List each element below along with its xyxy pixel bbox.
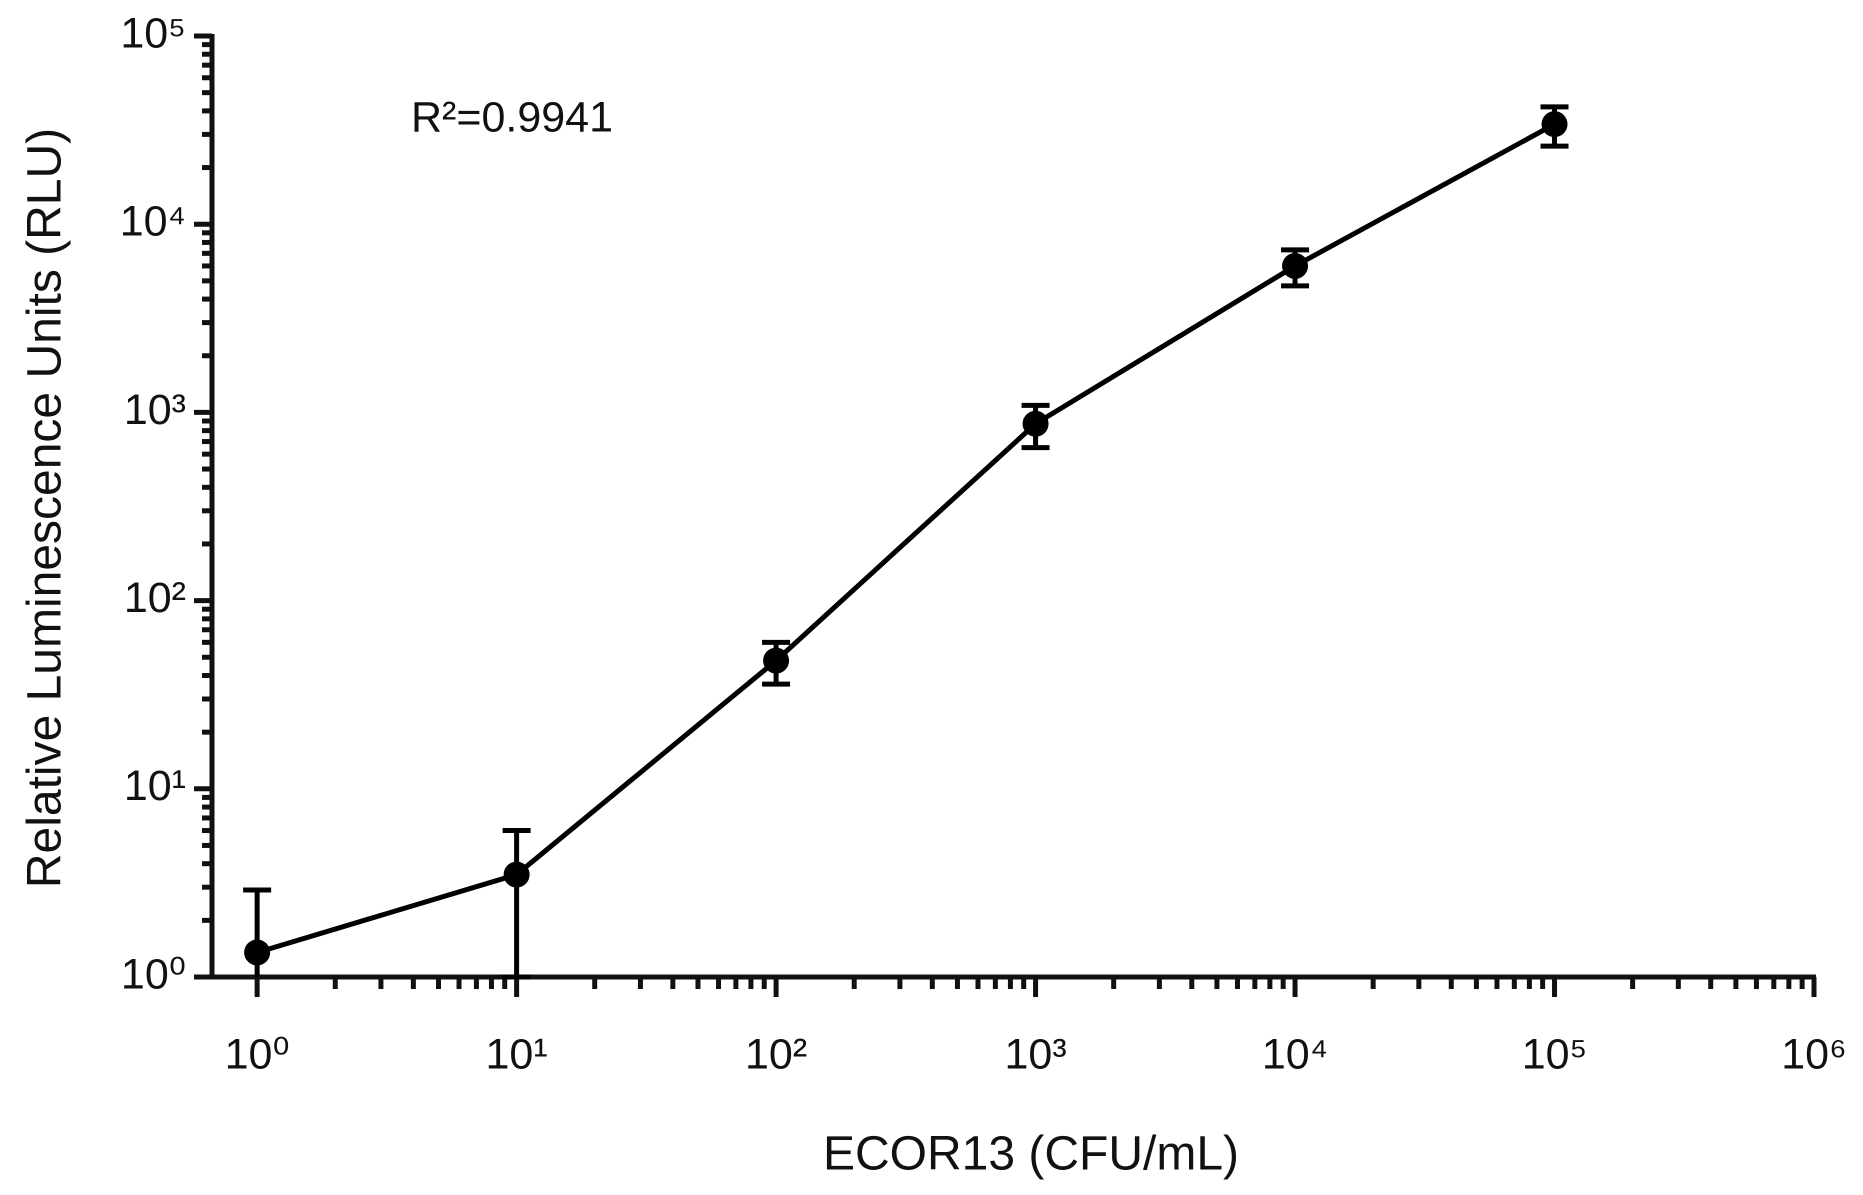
data-point	[1022, 410, 1049, 437]
y-tick-label: 10⁵	[120, 9, 186, 57]
y-tick-label: 10¹	[124, 762, 186, 810]
data-line	[256, 121, 1556, 955]
data-point	[1541, 111, 1568, 138]
x-tick-label: 10⁴	[1262, 1030, 1328, 1078]
data-point	[503, 861, 530, 888]
y-tick-label: 10⁰	[121, 950, 186, 998]
x-tick-label: 10¹	[486, 1030, 548, 1078]
x-tick-label: 10⁵	[1522, 1030, 1588, 1078]
y-axis-title: Relative Luminescence Units (RLU)	[19, 128, 72, 888]
error-bar	[502, 828, 531, 980]
y-tick-label: 10³	[124, 386, 186, 434]
data-point	[1282, 252, 1309, 279]
x-tick-label: 10⁶	[1781, 1030, 1847, 1078]
x-tick-label: 10⁰	[225, 1030, 290, 1078]
y-tick-label: 10²	[124, 574, 186, 622]
data-point	[763, 647, 790, 674]
x-tick-label: 10³	[1004, 1030, 1066, 1078]
x-tick-label: 10²	[745, 1030, 807, 1078]
data-point	[244, 939, 271, 966]
x-axis-title: ECOR13 (CFU/mL)	[823, 1128, 1239, 1181]
annotation: R²=0.9941	[411, 93, 613, 141]
y-tick-label: 10⁴	[120, 198, 186, 246]
